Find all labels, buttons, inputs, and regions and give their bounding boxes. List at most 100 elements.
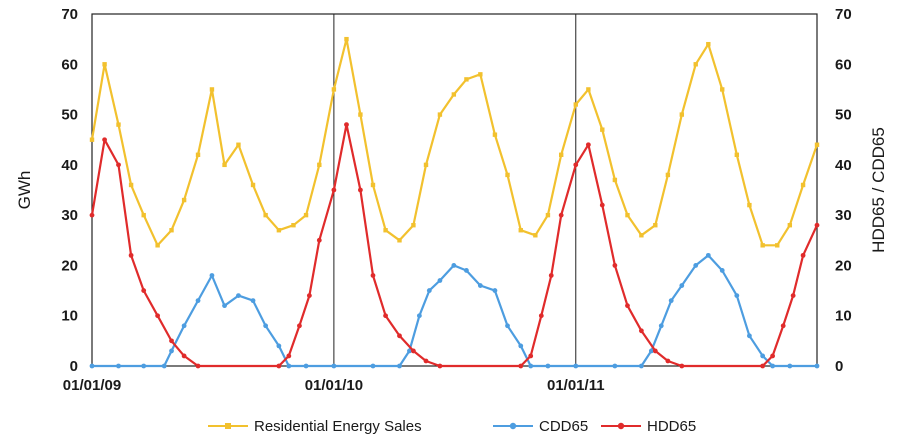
data-point — [464, 268, 469, 273]
data-point — [720, 87, 725, 92]
y-tick-label-right: 0 — [835, 358, 843, 375]
data-point — [437, 112, 443, 117]
legend-swatch-marker — [225, 423, 231, 429]
y-tick-label-right: 10 — [835, 308, 852, 325]
data-point — [128, 182, 134, 188]
y-tick-label-right: 30 — [835, 207, 852, 224]
y-tick-label-right: 60 — [835, 56, 852, 73]
data-point — [775, 243, 780, 248]
data-point — [169, 348, 174, 354]
data-point — [528, 353, 534, 359]
data-point — [316, 237, 322, 243]
data-point — [169, 338, 174, 344]
data-point — [492, 288, 498, 293]
data-point — [195, 298, 201, 304]
data-point — [693, 62, 698, 67]
data-point — [181, 323, 187, 329]
data-point — [612, 177, 618, 183]
data-point — [612, 363, 618, 369]
data-point — [573, 363, 579, 369]
data-point — [331, 187, 337, 193]
data-point — [464, 77, 469, 82]
data-point — [706, 41, 711, 47]
data-point — [760, 353, 766, 359]
y-tick-label-right: 50 — [835, 107, 852, 124]
data-point — [638, 363, 644, 369]
data-point — [370, 182, 376, 188]
data-point — [222, 303, 227, 309]
legend-label: CDD65 — [539, 418, 588, 435]
y-tick-label-left: 10 — [61, 308, 78, 325]
series-line — [92, 254, 817, 368]
legend-item: HDD65 — [601, 418, 696, 435]
data-point — [209, 273, 215, 278]
data-point — [800, 182, 806, 188]
data-point — [195, 363, 201, 369]
data-point — [612, 263, 618, 268]
data-point — [814, 222, 820, 228]
data-point — [276, 363, 282, 369]
data-point — [477, 283, 483, 288]
data-point — [734, 152, 740, 157]
data-point — [600, 127, 605, 132]
data-point — [679, 363, 685, 369]
data-point — [303, 212, 309, 218]
legend: Residential Energy Sales CDD65 HDD65 — [208, 418, 696, 435]
data-point — [787, 223, 793, 228]
data-point — [397, 238, 402, 243]
series-layer — [89, 36, 820, 369]
y-tick-label-right: 20 — [835, 257, 852, 274]
data-point — [102, 137, 107, 143]
y-tick-label-right: 40 — [835, 157, 852, 174]
data-point — [116, 363, 121, 369]
data-point — [558, 152, 564, 157]
data-point — [89, 363, 95, 369]
data-point — [344, 36, 349, 42]
data-point — [181, 197, 187, 203]
data-point — [545, 212, 551, 218]
data-point — [297, 323, 302, 329]
right-y-axis: 0 10 20 30 40 50 60 70 — [835, 6, 852, 375]
data-point — [558, 212, 564, 218]
data-point — [705, 252, 711, 258]
legend-label: Residential Energy Sales — [254, 418, 422, 435]
data-point — [236, 293, 241, 298]
data-point — [679, 112, 685, 117]
data-point — [263, 323, 269, 329]
data-point — [625, 212, 630, 218]
data-point — [116, 122, 121, 127]
data-point — [492, 132, 498, 137]
data-point — [161, 363, 167, 369]
data-point — [573, 162, 579, 168]
data-point — [437, 363, 443, 369]
data-point — [407, 348, 412, 354]
data-point — [169, 228, 174, 233]
data-point — [693, 263, 699, 268]
data-point — [89, 212, 95, 218]
data-point — [383, 228, 388, 233]
data-point — [263, 212, 268, 218]
data-point — [426, 288, 432, 293]
data-point — [573, 102, 578, 107]
x-tick-label: 01/01/09 — [63, 377, 121, 394]
legend-label: HDD65 — [647, 418, 696, 435]
data-point — [383, 313, 388, 319]
data-point — [331, 87, 337, 92]
data-point — [505, 172, 510, 178]
plot-area — [91, 13, 818, 367]
series-0 — [89, 36, 820, 248]
y-tick-label-left: 50 — [61, 107, 78, 124]
data-point — [89, 137, 95, 142]
data-point — [780, 323, 786, 329]
data-point — [291, 223, 296, 228]
data-point — [451, 263, 457, 268]
data-point — [276, 343, 282, 349]
data-point — [545, 363, 551, 369]
data-point — [370, 363, 376, 369]
data-point — [625, 303, 630, 309]
series-2 — [89, 122, 820, 369]
data-point — [760, 363, 766, 369]
data-point — [665, 172, 671, 178]
y-tick-label-left: 0 — [70, 358, 78, 375]
data-point — [344, 122, 349, 128]
